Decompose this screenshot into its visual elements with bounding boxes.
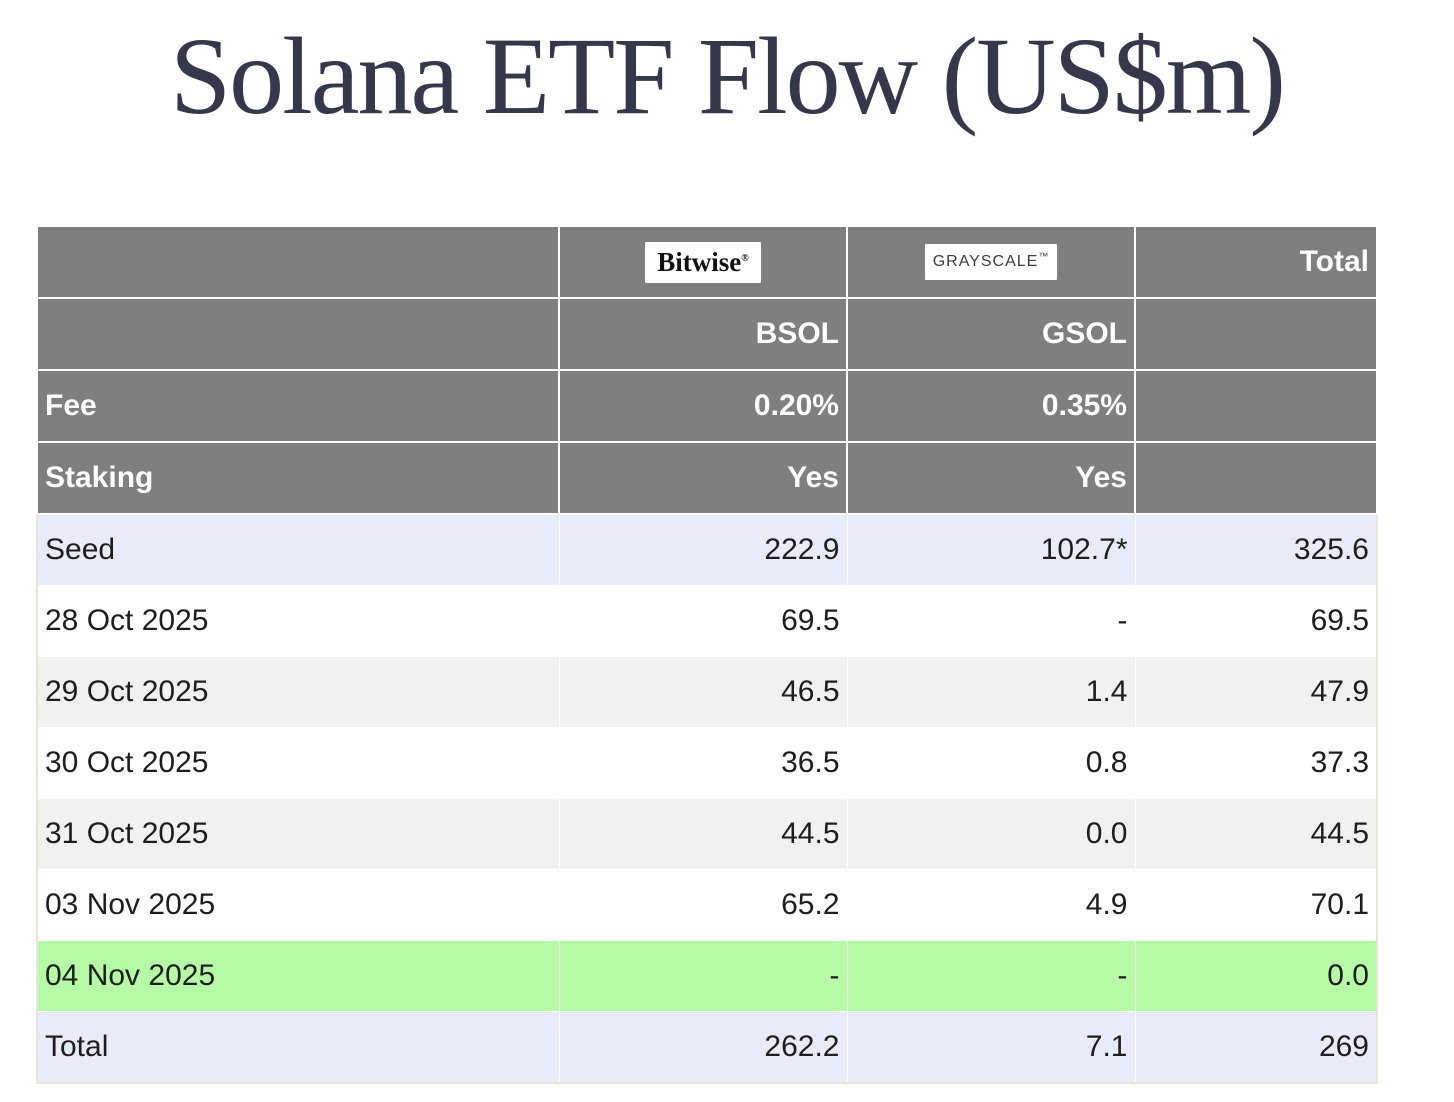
- row-total-value: 69.5: [1134, 585, 1378, 657]
- row-bsol-value: 262.2: [558, 1011, 848, 1084]
- row-bsol-value: 46.5: [558, 656, 848, 728]
- row-label: 29 Oct 2025: [36, 656, 560, 728]
- row-gsol-value: 0.8: [846, 727, 1136, 799]
- bitwise-logo-text: Bitwise: [657, 246, 742, 277]
- bitwise-logo-cell: Bitwise®: [558, 225, 848, 299]
- table-row: 04 Nov 2025- -0.0: [36, 940, 1378, 1012]
- table-row: 29 Oct 2025 46.5 1.4 47.9: [36, 656, 1378, 728]
- row-label: 04 Nov 2025: [36, 940, 560, 1012]
- row-label: Total: [36, 1011, 560, 1084]
- row-bsol-value: 36.5: [558, 727, 848, 799]
- ticker-empty-cell: [36, 297, 560, 371]
- row-label: 28 Oct 2025: [36, 585, 560, 657]
- staking-total-empty-cell: [1134, 441, 1378, 515]
- row-total-value: 70.1: [1134, 869, 1378, 941]
- table-row: 28 Oct 2025 69.5-69.5: [36, 585, 1378, 657]
- etf-flow-table: Bitwise® GRAYSCALE™ Total BSOL GSOL Fee …: [36, 225, 1378, 1084]
- row-total-value: 37.3: [1134, 727, 1378, 799]
- header-row-tickers: BSOL GSOL: [36, 297, 1378, 371]
- gsol-ticker-cell: GSOL: [846, 297, 1136, 371]
- row-total-value: 44.5: [1134, 798, 1378, 870]
- row-label: 03 Nov 2025: [36, 869, 560, 941]
- grayscale-trademark: ™: [1038, 251, 1050, 263]
- table-row: Total 262.2 7.1 269: [36, 1011, 1378, 1084]
- fee-label-cell: Fee: [36, 369, 560, 443]
- staking-label-cell: Staking: [36, 441, 560, 515]
- row-label: 30 Oct 2025: [36, 727, 560, 799]
- row-bsol-value: -: [558, 940, 848, 1012]
- row-total-value: 47.9: [1134, 656, 1378, 728]
- row-gsol-value: -: [846, 585, 1136, 657]
- row-total-value: 325.6: [1134, 513, 1378, 586]
- bitwise-trademark: ®: [741, 252, 749, 264]
- header-row-staking: Staking Yes Yes: [36, 441, 1378, 515]
- grayscale-logo-text: GRAYSCALE: [932, 253, 1039, 271]
- table-row: Seed 222.9 102.7* 325.6: [36, 513, 1378, 586]
- row-gsol-value: 1.4: [846, 656, 1136, 728]
- row-gsol-value: 102.7*: [846, 513, 1136, 586]
- bitwise-logo: Bitwise®: [645, 241, 761, 283]
- row-bsol-value: 222.9: [558, 513, 848, 586]
- page-title: Solana ETF Flow (US$m): [169, 15, 1286, 137]
- row-bsol-value: 44.5: [558, 798, 848, 870]
- header-row-fee: Fee 0.20% 0.35%: [36, 369, 1378, 443]
- row-gsol-value: 0.0: [846, 798, 1136, 870]
- header-empty-cell: [36, 225, 560, 299]
- ticker-total-empty-cell: [1134, 297, 1378, 371]
- bsol-fee-cell: 0.20%: [558, 369, 848, 443]
- row-bsol-value: 65.2: [558, 869, 848, 941]
- row-label: Seed: [36, 513, 560, 586]
- header-row-logos: Bitwise® GRAYSCALE™ Total: [36, 225, 1378, 299]
- row-bsol-value: 69.5: [558, 585, 848, 657]
- bsol-staking-cell: Yes: [558, 441, 848, 515]
- row-gsol-value: -: [846, 940, 1136, 1012]
- grayscale-logo: GRAYSCALE™: [924, 244, 1058, 281]
- row-label: 31 Oct 2025: [36, 798, 560, 870]
- row-gsol-value: 4.9: [846, 869, 1136, 941]
- gsol-staking-cell: Yes: [846, 441, 1136, 515]
- row-total-value: 269: [1134, 1011, 1378, 1084]
- bsol-ticker-cell: BSOL: [558, 297, 848, 371]
- grayscale-logo-cell: GRAYSCALE™: [846, 225, 1136, 299]
- fee-total-empty-cell: [1134, 369, 1378, 443]
- row-gsol-value: 7.1: [846, 1011, 1136, 1084]
- table-row: 30 Oct 2025 36.5 0.8 37.3: [36, 727, 1378, 799]
- gsol-fee-cell: 0.35%: [846, 369, 1136, 443]
- row-total-value: 0.0: [1134, 940, 1378, 1012]
- table-row: 03 Nov 2025 65.2 4.9 70.1: [36, 869, 1378, 941]
- table-row: 31 Oct 2025 44.5 0.0 44.5: [36, 798, 1378, 870]
- total-header-cell: Total: [1134, 225, 1378, 299]
- table-body: Seed 222.9 102.7* 325.6 28 Oct 2025 69.5-69.5…: [36, 513, 1378, 1084]
